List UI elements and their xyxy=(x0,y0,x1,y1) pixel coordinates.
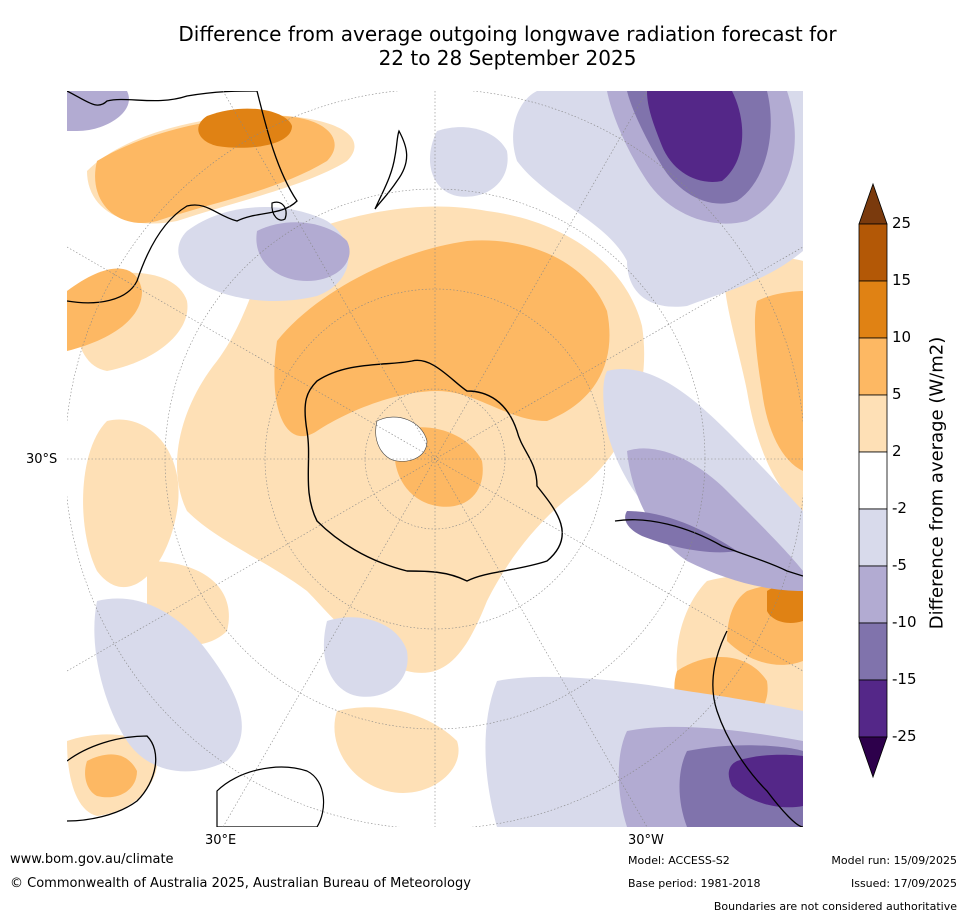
colorbar-tick-label: 15 xyxy=(892,271,912,289)
title-line-1: Difference from average outgoing longwav… xyxy=(178,22,837,46)
colorbar-band xyxy=(858,679,888,738)
antarctica-coastline xyxy=(304,359,563,582)
colorbar-tick-label: -25 xyxy=(892,727,917,745)
footer-model-run: Model run: 15/09/2025 xyxy=(831,854,957,867)
colorbar-band xyxy=(858,451,888,510)
colorbar-tick-label: 10 xyxy=(892,328,912,346)
colorbar-band xyxy=(858,565,888,624)
footer-copyright: © Commonwealth of Australia 2025, Austra… xyxy=(10,876,471,891)
colorbar-band xyxy=(858,337,888,396)
colorbar-tick-label: 2 xyxy=(892,442,902,460)
map-title: Difference from average outgoing longwav… xyxy=(100,22,915,70)
colorbar-band xyxy=(858,394,888,453)
south-america-coastline xyxy=(614,519,803,827)
footer-model: Model: ACCESS-S2 xyxy=(628,854,730,867)
lon-label-30e: 30°E xyxy=(205,833,237,848)
colorbar-tick-label: 25 xyxy=(892,214,912,232)
tasmania-coastline xyxy=(271,201,287,221)
colorbar-tick-label: -5 xyxy=(892,556,907,574)
colorbar-band xyxy=(858,280,888,339)
colorbar-band xyxy=(858,508,888,567)
colorbar-tick-label: -10 xyxy=(892,613,917,631)
footer-disclaimer: Boundaries are not considered authoritat… xyxy=(713,900,957,913)
africa-coastline xyxy=(67,735,157,822)
colorbar-band xyxy=(858,223,888,282)
colorbar-band xyxy=(858,622,888,681)
australia-coastline xyxy=(67,91,298,304)
lat-label-30s: 30°S xyxy=(26,452,58,467)
footer-base-period: Base period: 1981-2018 xyxy=(628,877,761,890)
anomaly-10-to-15 xyxy=(198,108,803,623)
colorbar-tick-label: -2 xyxy=(892,499,907,517)
colorbar-title: Difference from average (W/m2) xyxy=(926,336,948,630)
madagascar-coastline xyxy=(216,766,325,827)
lon-label-30w: 30°W xyxy=(628,833,664,848)
polar-map xyxy=(67,91,803,827)
footer-issued: Issued: 17/09/2025 xyxy=(850,877,957,890)
new-zealand-coastline xyxy=(374,129,408,210)
colorbar-tick-label: 5 xyxy=(892,385,902,403)
title-line-2: 22 to 28 September 2025 xyxy=(378,46,637,70)
colorbar-tick-label: -15 xyxy=(892,670,917,688)
map-svg xyxy=(67,91,803,827)
graticule xyxy=(67,91,803,827)
colorbar-arrow-top xyxy=(858,182,888,225)
footer-url: www.bom.gov.au/climate xyxy=(10,852,174,867)
colorbar-arrow-bottom xyxy=(858,736,888,779)
antarctica-interior-patch xyxy=(375,416,428,462)
colorbar xyxy=(858,182,888,779)
